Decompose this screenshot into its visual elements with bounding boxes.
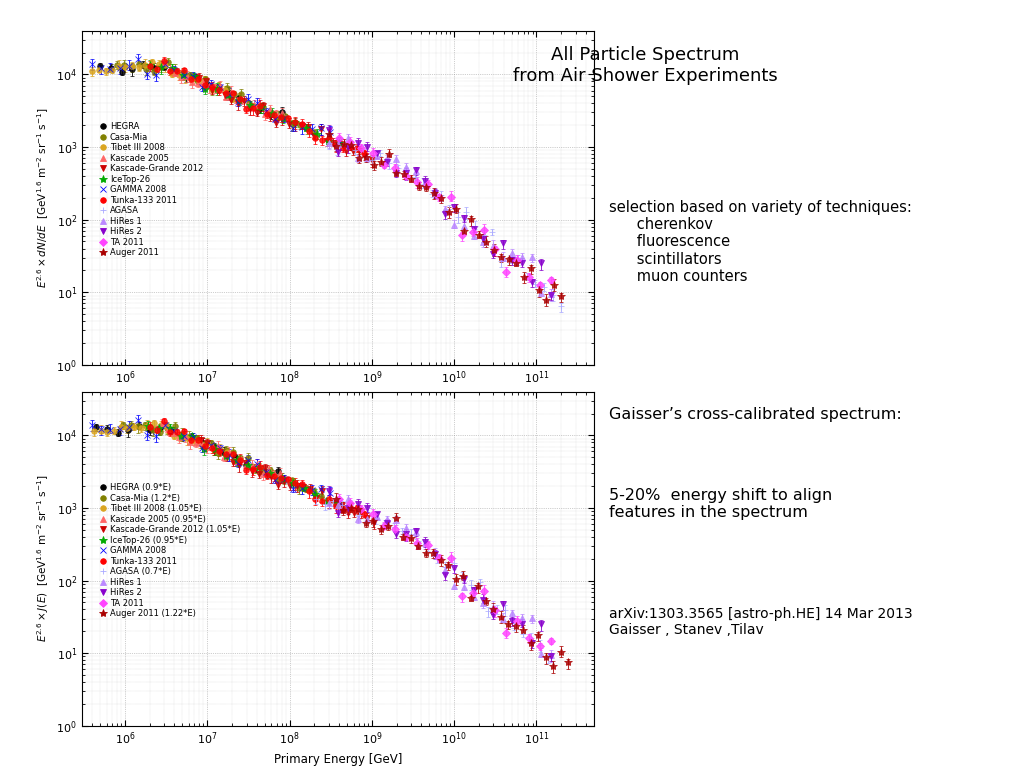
Y-axis label: $E^{2.6} \times J(E)$  [GeV$^{1.6}$ m$^{-2}$ sr$^{-1}$ s$^{-1}$]: $E^{2.6} \times J(E)$ [GeV$^{1.6}$ m$^{-… <box>35 475 51 642</box>
Text: selection based on variety of techniques:
      cherenkov
      fluorescence
   : selection based on variety of techniques… <box>609 200 912 284</box>
Text: 5-20%  energy shift to align
features in the spectrum: 5-20% energy shift to align features in … <box>609 488 833 520</box>
X-axis label: Primary Energy,  E [GeV]: Primary Energy, E [GeV] <box>264 392 412 405</box>
Text: arXiv:1303.3565 [astro-ph.HE] 14 Mar 2013
Gaisser , Stanev ,Tilav: arXiv:1303.3565 [astro-ph.HE] 14 Mar 201… <box>609 607 913 637</box>
Legend: HEGRA (0.9*E), Casa-Mia (1.2*E), Tibet III 2008 (1.05*E), Kascade 2005 (0.95*E),: HEGRA (0.9*E), Casa-Mia (1.2*E), Tibet I… <box>96 480 244 621</box>
Legend: HEGRA, Casa-Mia, Tibet III 2008, Kascade 2005, Kascade-Grande 2012, IceTop-26, G: HEGRA, Casa-Mia, Tibet III 2008, Kascade… <box>96 119 206 260</box>
Text: Gaisser’s cross-calibrated spectrum:: Gaisser’s cross-calibrated spectrum: <box>609 407 902 422</box>
Text: All Particle Spectrum
from Air Shower Experiments: All Particle Spectrum from Air Shower Ex… <box>513 46 777 85</box>
Y-axis label: $E^{2.6} \times dN/dE$  [GeV$^{1.6}$ m$^{-2}$ sr$^{-1}$ s$^{-1}$]: $E^{2.6} \times dN/dE$ [GeV$^{1.6}$ m$^{… <box>35 108 51 288</box>
X-axis label: Primary Energy [GeV]: Primary Energy [GeV] <box>273 753 402 766</box>
